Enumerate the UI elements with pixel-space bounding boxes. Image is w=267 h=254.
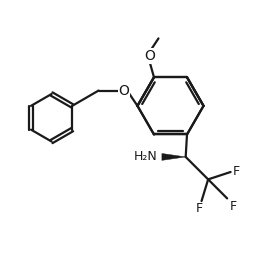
Text: O: O: [144, 49, 155, 63]
Text: F: F: [230, 200, 237, 213]
Text: F: F: [195, 202, 202, 215]
Text: O: O: [118, 84, 129, 98]
Text: H₂N: H₂N: [134, 150, 158, 163]
Text: F: F: [233, 166, 240, 179]
Polygon shape: [162, 153, 186, 160]
